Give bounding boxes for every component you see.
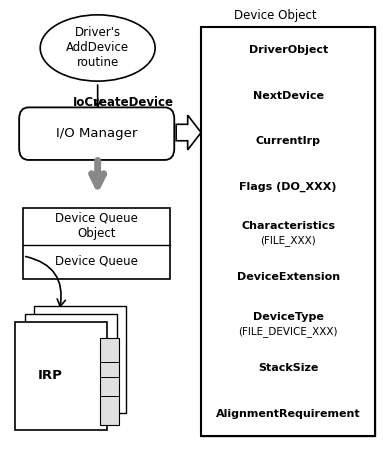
Text: Device Queue: Device Queue <box>55 255 138 267</box>
Polygon shape <box>176 115 201 150</box>
Bar <box>25 314 117 421</box>
Text: Driver's
AddDevice
routine: Driver's AddDevice routine <box>66 27 129 69</box>
Text: (FILE_DEVICE_XXX): (FILE_DEVICE_XXX) <box>239 326 338 337</box>
Text: DeviceType: DeviceType <box>253 312 324 322</box>
Text: AlignmentRequirement: AlignmentRequirement <box>216 409 360 419</box>
Text: StackSize: StackSize <box>258 363 318 373</box>
Bar <box>201 209 375 255</box>
Bar <box>201 391 375 436</box>
Bar <box>201 345 375 391</box>
Text: Flags (DO_XXX): Flags (DO_XXX) <box>239 181 337 191</box>
Bar <box>201 164 375 209</box>
Bar <box>201 118 375 164</box>
Bar <box>201 300 375 345</box>
Bar <box>201 73 375 118</box>
Text: Device Queue
Object: Device Queue Object <box>55 212 138 239</box>
Bar <box>34 306 126 413</box>
Bar <box>201 255 375 300</box>
Text: (FILE_XXX): (FILE_XXX) <box>260 235 316 246</box>
Text: CurrentIrp: CurrentIrp <box>256 136 321 146</box>
Text: DeviceExtension: DeviceExtension <box>237 272 340 282</box>
Text: IRP: IRP <box>38 369 63 383</box>
Text: IoCreateDevice: IoCreateDevice <box>73 96 174 109</box>
Bar <box>23 208 170 279</box>
FancyBboxPatch shape <box>19 107 174 160</box>
Bar <box>201 27 375 436</box>
Ellipse shape <box>40 15 155 81</box>
Text: Characteristics: Characteristics <box>241 221 335 231</box>
Bar <box>15 322 107 430</box>
Text: I/O Manager: I/O Manager <box>56 127 137 140</box>
Text: Device Object: Device Object <box>234 10 317 22</box>
Text: NextDevice: NextDevice <box>253 90 324 101</box>
Text: DriverObject: DriverObject <box>249 45 328 55</box>
Bar <box>201 27 375 73</box>
FancyArrowPatch shape <box>26 256 65 307</box>
Bar <box>100 338 119 425</box>
